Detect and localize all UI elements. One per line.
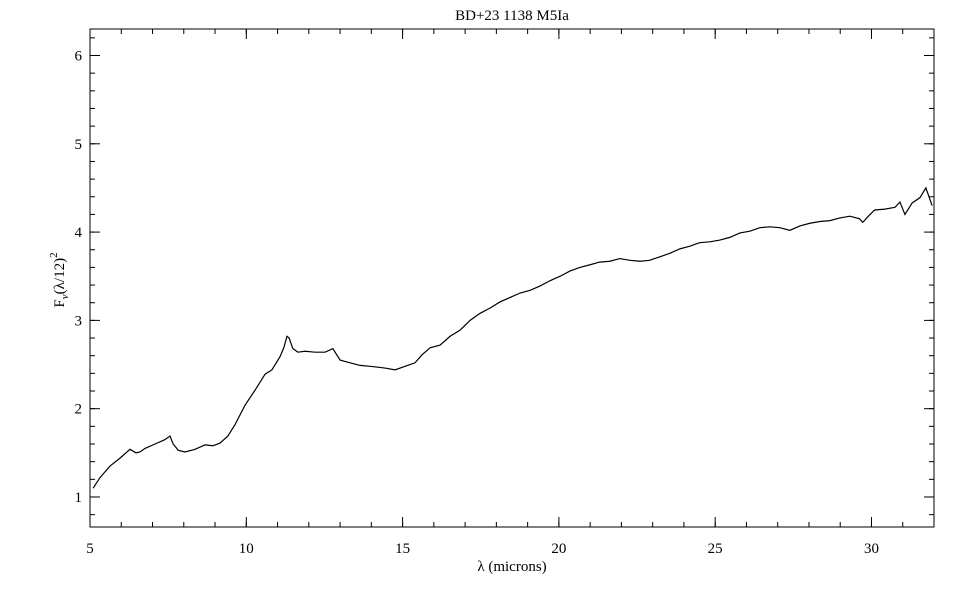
x-tick-label: 5	[86, 541, 94, 557]
y-tick-label: 6	[75, 48, 83, 64]
y-label-sup: 2	[48, 252, 60, 258]
x-tick-label: 15	[395, 541, 410, 557]
y-tick-label: 5	[75, 137, 83, 153]
y-label-part: F	[52, 299, 68, 307]
y-tick-label: 4	[75, 225, 83, 241]
spectrum-line	[92, 186, 933, 489]
x-tick-label: 25	[708, 541, 723, 557]
x-tick-label: 30	[864, 541, 879, 557]
y-tick-label: 2	[75, 402, 83, 418]
x-tick-label: 20	[551, 541, 566, 557]
y-axis-label: Fν(λ/12)2	[48, 252, 71, 307]
y-label-part: (λ/12)	[52, 258, 68, 294]
x-axis-label: λ (microns)	[477, 559, 546, 575]
y-tick-label: 1	[75, 490, 83, 506]
y-tick-label: 3	[75, 313, 83, 329]
chart-title: BD+23 1138 M5Ia	[455, 8, 569, 24]
plot-frame	[89, 28, 935, 528]
x-tick-label: 10	[239, 541, 254, 557]
y-label-sub: ν	[59, 294, 71, 299]
